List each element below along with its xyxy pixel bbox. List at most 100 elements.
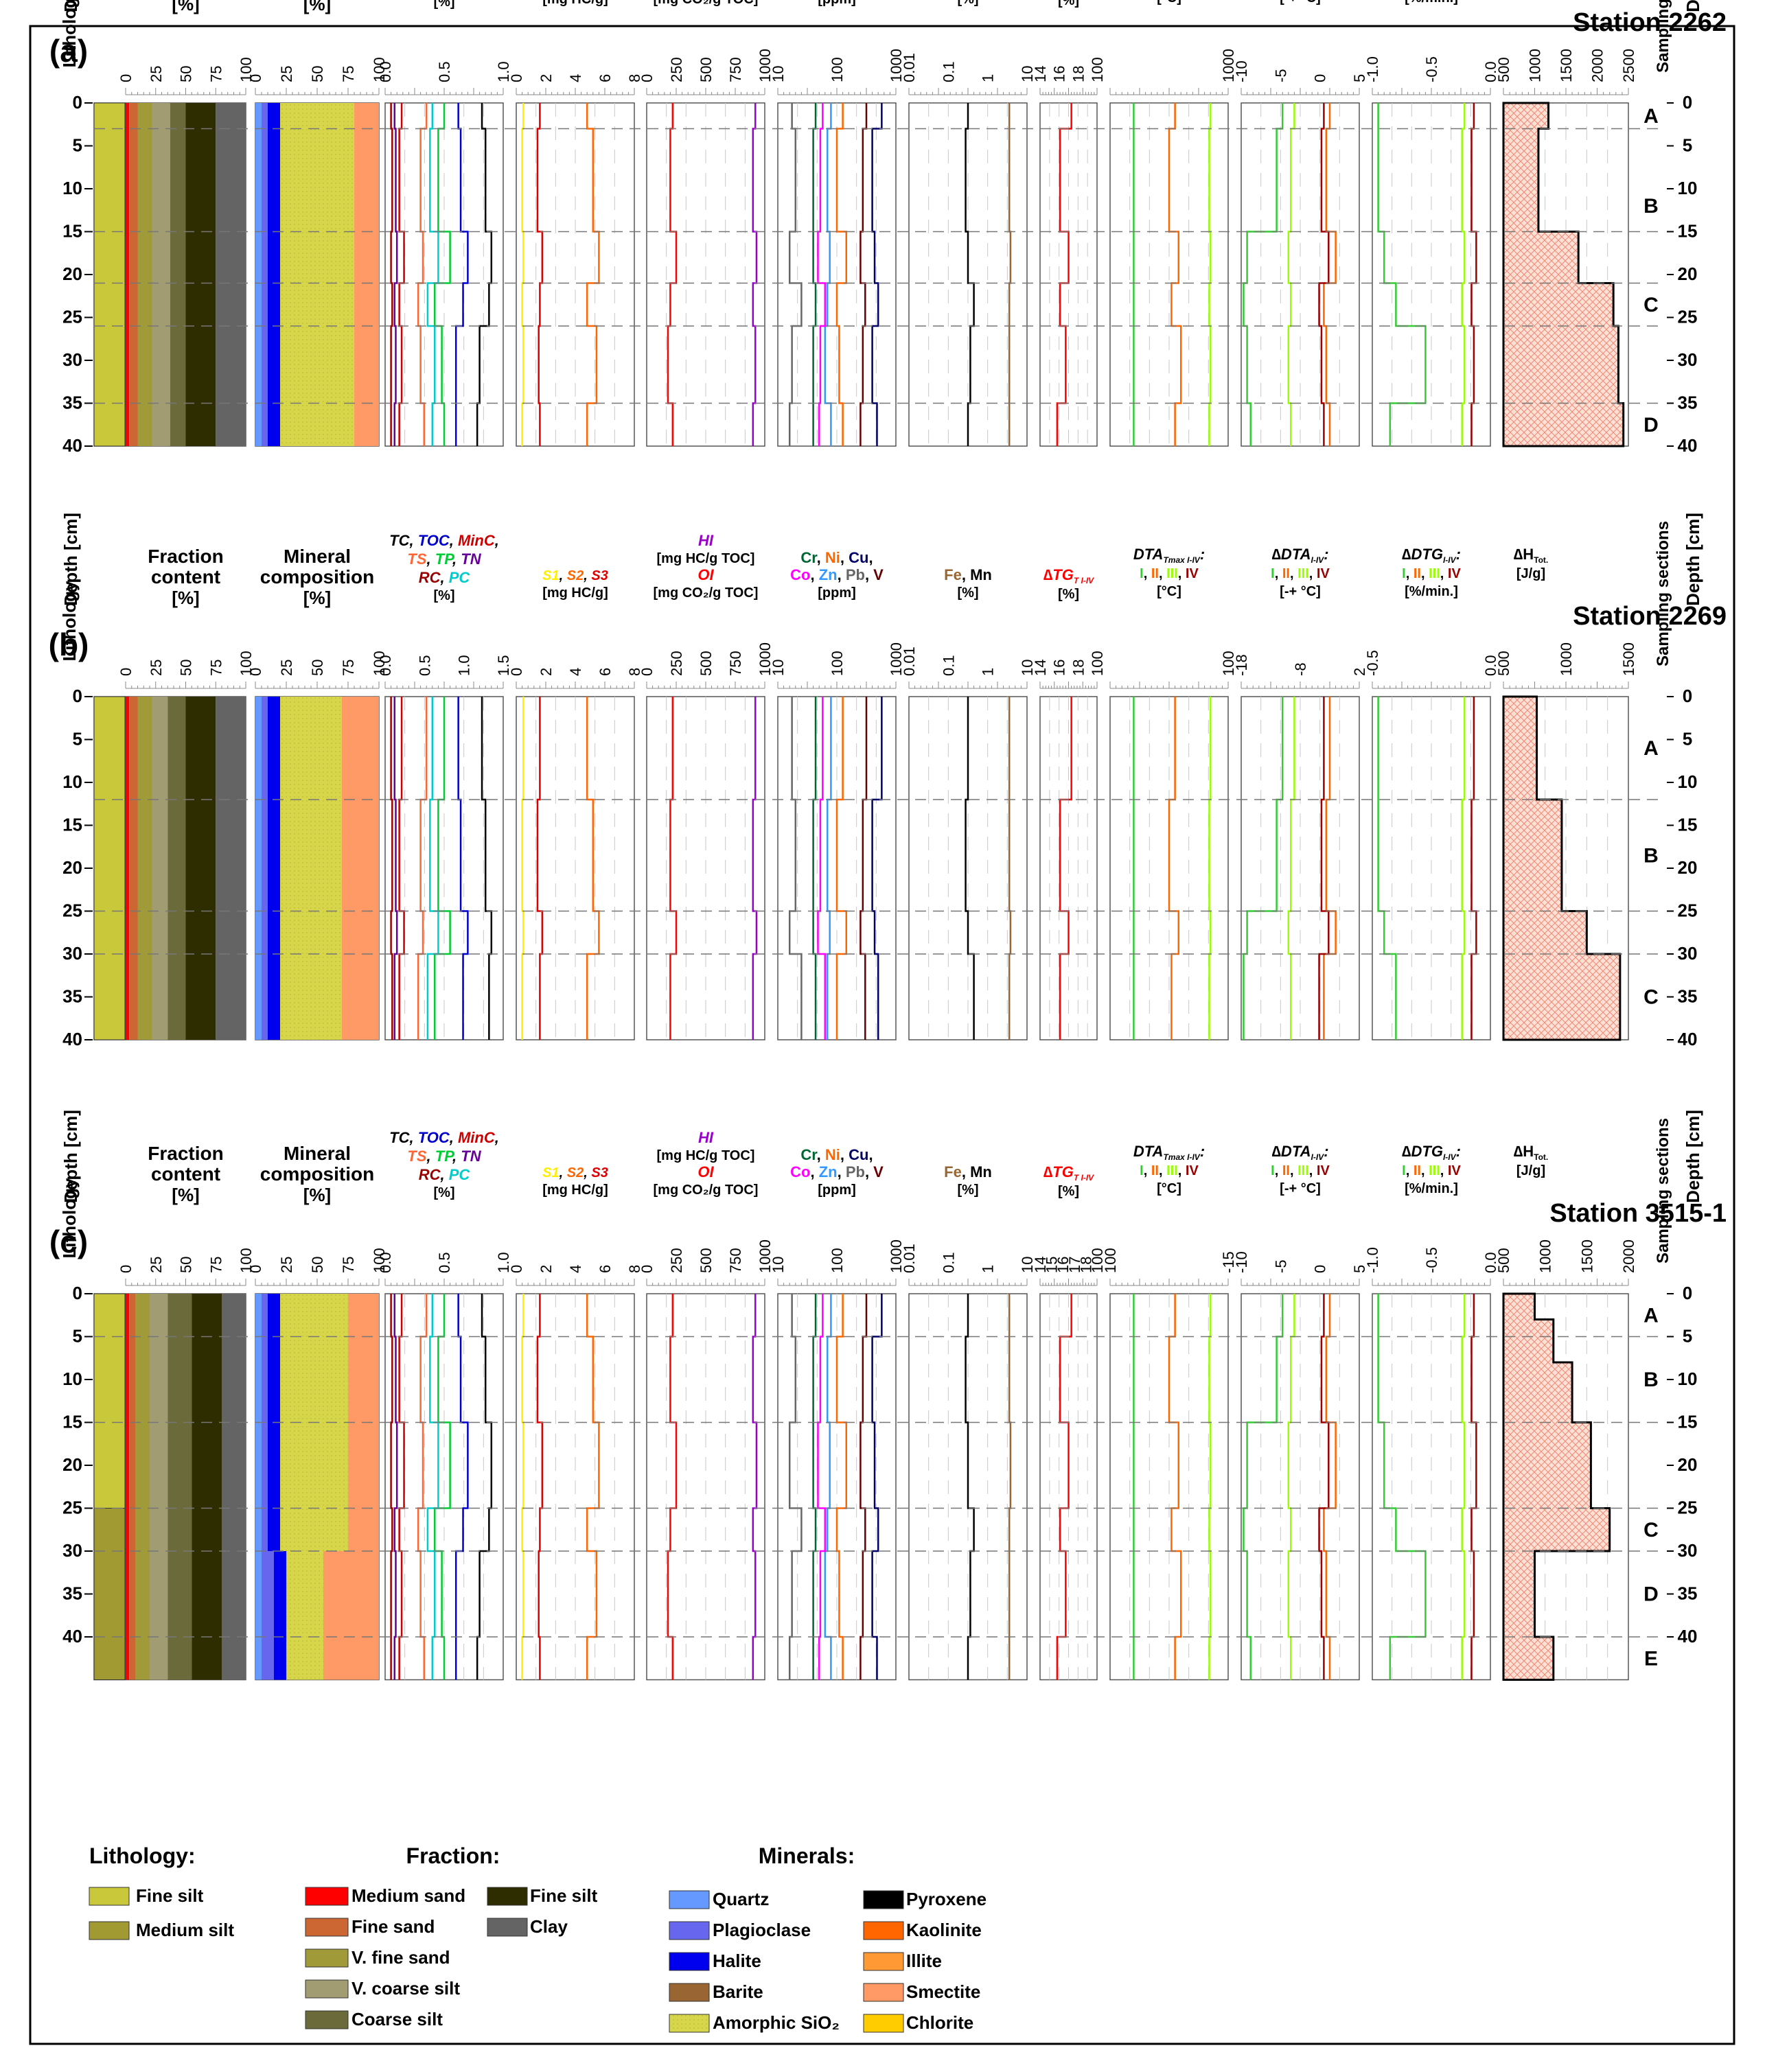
panel-letter: (b) xyxy=(49,627,89,662)
legend-label: Fine sand xyxy=(351,1916,435,1937)
label-part: , xyxy=(1440,1163,1448,1178)
mineral-band-quartz xyxy=(255,1551,262,1680)
fraction-title: Fraction xyxy=(148,1143,223,1164)
depth-tick-label: 40 xyxy=(62,1626,82,1646)
depth-tick-label: 30 xyxy=(62,1540,82,1561)
mineral-unit: [%] xyxy=(303,587,331,608)
profile-carbon-TN xyxy=(393,1294,398,1680)
axis-tick-label: 10 xyxy=(770,660,787,676)
axis-tick-label: 100 xyxy=(238,57,255,82)
label-part: , xyxy=(868,549,873,566)
fraction-band-coarse_silt xyxy=(168,1294,192,1680)
label-part: TS xyxy=(407,1148,426,1165)
axis-tick-label: -0.5 xyxy=(1423,1247,1440,1273)
axis-tick-label: 10 xyxy=(770,1257,787,1273)
mineral-band-smectite xyxy=(342,697,379,1040)
ddta-header: ∆DTAI-IV: xyxy=(1271,546,1328,565)
hi-header: HI xyxy=(698,532,714,549)
axis-tick-label: 100 xyxy=(1102,1248,1119,1273)
sampling-sections-title: Sampling sections xyxy=(1654,521,1672,666)
label-part: S1 xyxy=(542,568,559,583)
panel-letter: (a) xyxy=(49,33,88,69)
dh-header: ∆HTot. xyxy=(1514,1143,1548,1162)
label-part: , xyxy=(810,566,818,583)
fraction-band-fine_sand xyxy=(129,1294,135,1680)
mineral-band-amorphic xyxy=(280,103,354,446)
label-part: Cr xyxy=(800,1146,818,1163)
dtg-unit: [%] xyxy=(1058,0,1079,8)
depth-tick-label-right: 15 xyxy=(1678,815,1698,835)
depth-tick-label-right: 35 xyxy=(1678,986,1698,1007)
label-part: , xyxy=(449,1129,458,1146)
depth-axis-title: Depth [cm] xyxy=(60,1110,81,1203)
dtatmax-roman: I, II, III, IV xyxy=(1140,1163,1199,1178)
ddta-header: ∆DTAI-IV: xyxy=(1271,1143,1328,1162)
label-part: S1 xyxy=(542,1165,559,1180)
legend-label: Medium sand xyxy=(351,1885,465,1906)
depth-tick-label: 15 xyxy=(62,1412,82,1432)
axis-tick-label: 0.0 xyxy=(377,61,394,82)
ddtg-header: ∆DTGI-IV: xyxy=(1402,546,1461,565)
label-part: , xyxy=(962,566,970,583)
axis-tick-label: 0 xyxy=(117,668,135,676)
axis-tick-label: 5 xyxy=(1351,1265,1368,1273)
label-part: I xyxy=(1140,566,1144,581)
ddta-sub: I-IV xyxy=(1311,555,1325,565)
ddtg-unit: [%/min.] xyxy=(1405,1181,1458,1196)
legend-swatch xyxy=(863,1983,904,2002)
profile-ddta-IV xyxy=(1318,697,1330,1040)
label-part: Co xyxy=(790,1163,810,1180)
legend-swatch xyxy=(863,1952,904,1971)
axis-tick-label: 0 xyxy=(247,1265,264,1273)
axis-tick-label: 1000 xyxy=(888,49,905,82)
label-part: , xyxy=(1159,566,1166,581)
mineral-band-halite xyxy=(268,697,280,1040)
axis-tick-label: 100 xyxy=(1220,651,1237,676)
s-unit: [mg HC/g] xyxy=(542,0,608,7)
label-part: IV xyxy=(1317,1163,1330,1178)
axis-tick-label: 500 xyxy=(697,651,715,676)
axis-tick-label: -0.5 xyxy=(1423,56,1440,82)
label-part: Mn xyxy=(970,1163,992,1180)
lithology-unit xyxy=(93,1293,126,1509)
axis-tick-label: 0.5 xyxy=(436,61,453,82)
label-part: Pb xyxy=(846,566,865,583)
depth-tick-label-right: 20 xyxy=(1678,1454,1698,1475)
label-part: RC xyxy=(419,569,441,586)
depth-tick-label: 10 xyxy=(62,178,82,198)
axis-tick-label: 1500 xyxy=(1558,49,1575,82)
label-part: , xyxy=(408,1129,417,1146)
axis-tick-label: 0 xyxy=(638,74,656,82)
label-part: , xyxy=(494,532,499,549)
fraction-band-medium_sand xyxy=(126,1294,130,1680)
fraction-band-vf_sand xyxy=(137,697,152,1040)
legend-swatch xyxy=(863,1890,904,1909)
axis-tick-label: 1000 xyxy=(1558,642,1575,676)
label-part: , xyxy=(838,1163,846,1180)
label-part: I xyxy=(1402,566,1406,581)
axis-tick-label: -18 xyxy=(1233,654,1250,676)
oi-unit: [mg CO₂/g TOC] xyxy=(654,585,759,601)
fraction-band-vc_silt xyxy=(150,1294,168,1680)
label-part: , xyxy=(426,1148,435,1165)
label-part: I xyxy=(1140,1163,1144,1178)
axis-tick-label: 1000 xyxy=(757,49,774,82)
mineral-title: Mineral xyxy=(284,1143,351,1164)
axis-tick-label: 100 xyxy=(1089,651,1106,676)
carbon-unit: [%] xyxy=(433,0,454,10)
label-part: Zn xyxy=(819,566,838,583)
axis-tick-label: 2000 xyxy=(1589,49,1606,82)
axis-tick-label: 500 xyxy=(1495,57,1512,82)
axis-tick-label: 25 xyxy=(278,66,295,82)
label-part: Mn xyxy=(970,566,992,583)
axis-tick-label: 50 xyxy=(178,1257,195,1273)
dtatmax-colon: : xyxy=(1200,1143,1205,1160)
label-part: , xyxy=(1275,566,1282,581)
s-header: S1, S2, S3 xyxy=(542,568,608,583)
axis-tick-label: 4 xyxy=(567,668,584,676)
label-part: II xyxy=(1282,566,1290,581)
depth-tick-label-right: 10 xyxy=(1678,1369,1698,1389)
depth-tick-label-right: 5 xyxy=(1683,1326,1692,1347)
legend-label: Smectite xyxy=(906,1981,980,2002)
